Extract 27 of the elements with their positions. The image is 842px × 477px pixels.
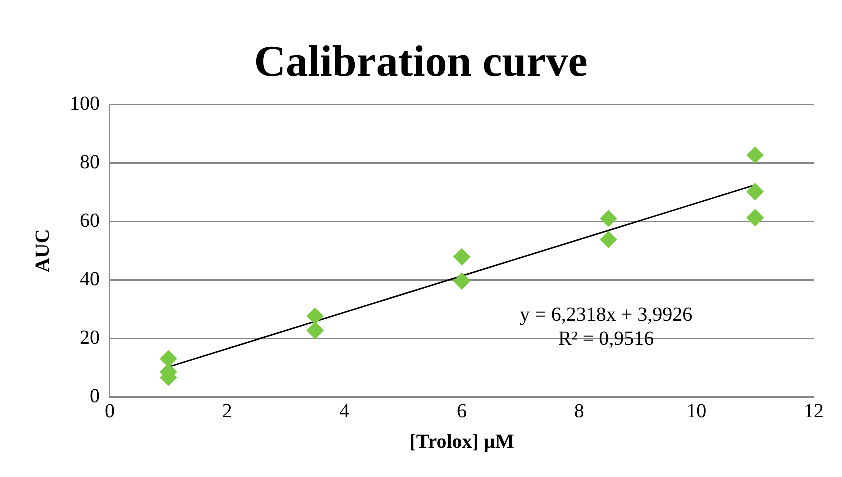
- x-tick-label: 12: [804, 400, 824, 422]
- y-tick-label: 80: [80, 151, 100, 174]
- point: [600, 231, 618, 248]
- x-tick-label: 6: [457, 400, 467, 422]
- point: [306, 308, 324, 325]
- annotation: y = 6,2318x + 3,9926: [520, 304, 693, 326]
- y-axis-title: AUC: [32, 229, 54, 273]
- x-tick-label: 4: [340, 400, 350, 422]
- point: [746, 146, 764, 164]
- point: [454, 272, 470, 290]
- y-tick-label: 40: [80, 268, 100, 290]
- y-tick-label: 100: [70, 93, 100, 116]
- annotation: R² = 0,9516: [558, 328, 654, 350]
- chart-title: Calibration curve: [254, 36, 588, 86]
- x-tick-label: 2: [222, 400, 232, 422]
- point: [746, 209, 764, 226]
- x-tick-label: 0: [105, 400, 115, 422]
- x-axis-title: [Trolox] µM: [410, 431, 514, 454]
- y-tick-label: 60: [80, 210, 100, 232]
- point: [746, 183, 764, 200]
- x-tick-label: 10: [686, 400, 707, 422]
- point: [600, 210, 618, 228]
- y-tick-label: 20: [80, 326, 100, 349]
- point: [454, 248, 470, 266]
- x-tick-label: 8: [574, 400, 584, 422]
- point: [306, 322, 324, 340]
- y-tick-label: 0: [90, 385, 100, 408]
